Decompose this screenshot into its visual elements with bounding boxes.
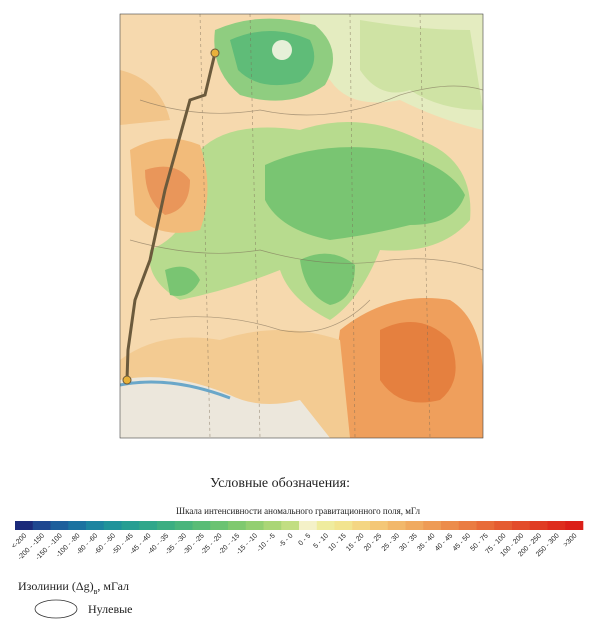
scale-swatch: [299, 521, 318, 530]
legend-title: Условные обозначения:: [210, 476, 350, 491]
scale-swatch: [210, 521, 229, 530]
scale-title: Шкала интенсивности аномального гравитац…: [176, 506, 420, 516]
scale-swatch: [121, 521, 140, 530]
color-scale: <-200-200 - -150-150 - -100-100 - -80-80…: [11, 521, 584, 562]
scale-swatch: [281, 521, 300, 530]
scale-swatch: [32, 521, 51, 530]
scale-swatch: [529, 521, 548, 530]
isolines-title: Изолинии (Δg)в, мГал: [18, 579, 129, 596]
scale-label: 30 - 35: [398, 532, 418, 552]
scale-swatch: [387, 521, 406, 530]
scale-label: 0 - 5: [297, 532, 312, 547]
scale-swatch: [316, 521, 335, 530]
scale-swatch: [441, 521, 460, 530]
scale-label: -5 - 0: [278, 532, 295, 549]
scale-label: 35 - 40: [416, 532, 436, 552]
scale-swatch: [139, 521, 158, 530]
scale-label: 15 - 20: [345, 532, 365, 552]
scale-swatch: [476, 521, 495, 530]
scale-swatch: [423, 521, 442, 530]
scale-swatch: [565, 521, 584, 530]
scale-label: -10 - -5: [256, 532, 277, 553]
scale-swatch: [245, 521, 264, 530]
scale-swatch: [103, 521, 122, 530]
scale-swatch: [352, 521, 371, 530]
scale-label: 45 - 50: [452, 532, 472, 552]
scale-swatch: [68, 521, 87, 530]
scale-swatch: [547, 521, 566, 530]
route: [125, 52, 217, 381]
zero-isoline-label: Нулевые: [88, 602, 133, 616]
scale-swatch: [174, 521, 193, 530]
scale-swatch: [494, 521, 513, 530]
zero-isoline-symbol: [34, 599, 78, 619]
isolines-unit: , мГал: [97, 579, 129, 593]
scale-swatch: [334, 521, 353, 530]
scale-swatch: [50, 521, 69, 530]
scale-swatch: [86, 521, 105, 530]
scale-label: 40 - 45: [434, 532, 454, 552]
scale-swatch: [228, 521, 247, 530]
scale-swatch: [15, 521, 34, 530]
map: [120, 14, 483, 438]
scale-label: 10 - 15: [327, 532, 347, 552]
scale-swatch: [157, 521, 176, 530]
scale-label: 25 - 30: [381, 532, 401, 552]
scale-swatch: [192, 521, 211, 530]
scale-swatch: [370, 521, 389, 530]
scale-swatch: [405, 521, 424, 530]
scale-swatch: [458, 521, 477, 530]
scale-swatch: [512, 521, 531, 530]
isolines-label: Изолинии (Δg): [18, 579, 94, 593]
scale-label: 20 - 25: [363, 532, 383, 552]
scale-swatch: [263, 521, 282, 530]
isolines-subscript: в: [94, 587, 98, 596]
scale-label: >300: [562, 532, 578, 548]
